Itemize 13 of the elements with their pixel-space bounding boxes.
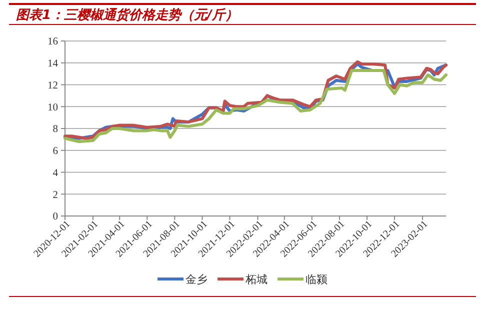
y-tick-label: 14	[48, 58, 59, 70]
y-tick-label: 2	[52, 190, 58, 201]
y-tick-label: 4	[52, 168, 59, 179]
y-tick-label: 16	[48, 36, 58, 48]
legend-label: 柘城	[244, 272, 268, 286]
y-tick-label: 0	[52, 212, 58, 223]
legend-label: 临颍	[306, 272, 328, 286]
y-tick-label: 10	[48, 102, 58, 114]
y-tick-label: 6	[52, 146, 58, 158]
chart-title: 图表1：三樱椒通货价格走势（元/斤）	[16, 7, 238, 23]
y-tick-label: 8	[52, 124, 58, 136]
legend-label: 金乡	[186, 272, 208, 286]
y-tick-label: 12	[48, 80, 58, 92]
